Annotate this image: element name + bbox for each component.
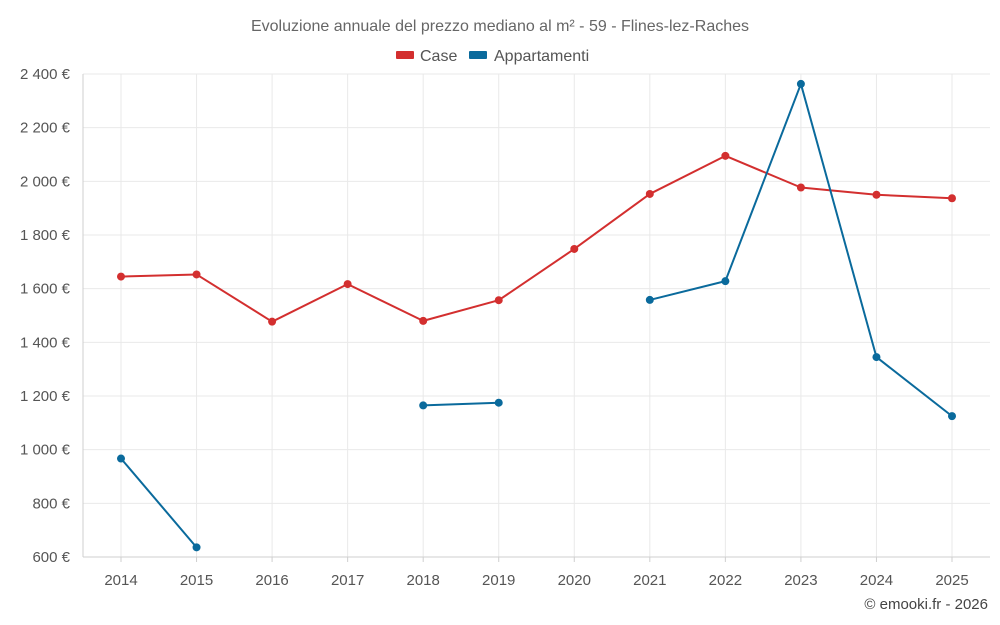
data-point-appartamenti[interactable] <box>796 79 805 88</box>
grid <box>83 73 990 558</box>
series-case <box>117 151 956 326</box>
x-tick-label: 2017 <box>331 572 364 589</box>
data-point-appartamenti[interactable] <box>192 543 201 552</box>
data-point-case[interactable] <box>268 317 277 326</box>
data-point-appartamenti[interactable] <box>419 401 428 410</box>
legend: Case Appartamenti <box>396 48 589 65</box>
x-tick-label: 2020 <box>558 572 591 589</box>
x-tick-label: 2021 <box>633 572 666 589</box>
y-tick-label: 800 € <box>32 495 70 512</box>
y-tick-label: 1 000 € <box>20 442 71 459</box>
data-point-case[interactable] <box>192 270 201 279</box>
data-point-appartamenti[interactable] <box>721 277 730 286</box>
x-tick-label: 2014 <box>104 572 137 589</box>
data-point-case[interactable] <box>419 316 428 325</box>
y-tick-label: 1 800 € <box>20 227 71 244</box>
x-tick-label: 2024 <box>860 572 893 589</box>
legend-swatch-appartamenti <box>469 51 487 59</box>
series <box>117 79 956 552</box>
legend-label-case: Case <box>420 48 457 65</box>
legend-label-appartamenti: Appartamenti <box>494 48 589 65</box>
data-point-appartamenti[interactable] <box>948 412 956 421</box>
legend-item-case[interactable]: Case <box>396 48 457 65</box>
data-point-case[interactable] <box>117 272 125 281</box>
y-tick-label: 1 200 € <box>20 388 71 405</box>
credit-text: © emooki.fr - 2026 <box>864 596 988 613</box>
x-tick-label: 2023 <box>784 572 817 589</box>
data-point-case[interactable] <box>721 151 730 160</box>
y-tick-label: 600 € <box>32 549 70 566</box>
data-point-case[interactable] <box>948 194 956 203</box>
data-point-case[interactable] <box>796 183 805 192</box>
x-tick-label: 2019 <box>482 572 515 589</box>
x-axis: 2014 2015 2016 2017 2018 2019 2020 2021 2022 2023… <box>83 556 990 589</box>
data-point-appartamenti[interactable] <box>117 454 125 463</box>
series-line-appartamenti <box>120 457 198 548</box>
chart-title: Evoluzione annuale del prezzo mediano al… <box>251 18 749 35</box>
data-point-appartamenti[interactable] <box>494 398 503 407</box>
data-point-case[interactable] <box>872 190 881 199</box>
y-tick-label: 1 600 € <box>20 281 71 298</box>
x-tick-label: 2015 <box>180 572 213 589</box>
x-tick-label: 2018 <box>406 572 439 589</box>
data-point-appartamenti[interactable] <box>645 295 654 304</box>
x-tick-label: 2022 <box>709 572 742 589</box>
data-point-case[interactable] <box>645 189 654 198</box>
x-tick-label: 2025 <box>935 572 968 589</box>
data-point-case[interactable] <box>570 244 579 253</box>
legend-item-appartamenti[interactable]: Appartamenti <box>469 48 589 65</box>
data-point-appartamenti[interactable] <box>872 353 881 362</box>
series-appartamenti <box>117 79 956 552</box>
series-line-case <box>120 154 953 323</box>
y-tick-label: 2 400 € <box>20 66 71 83</box>
series-line-appartamenti <box>423 401 499 407</box>
y-tick-label: 2 000 € <box>20 173 71 190</box>
legend-swatch-case <box>396 51 414 59</box>
data-point-case[interactable] <box>494 296 503 305</box>
y-axis: 600 € 800 € 1 000 € 1 200 € 1 400 € 1 600 € 1 … <box>20 66 84 566</box>
y-tick-label: 1 400 € <box>20 334 71 351</box>
data-point-case[interactable] <box>343 280 352 289</box>
x-tick-label: 2016 <box>255 572 288 589</box>
y-tick-label: 2 200 € <box>20 120 71 137</box>
